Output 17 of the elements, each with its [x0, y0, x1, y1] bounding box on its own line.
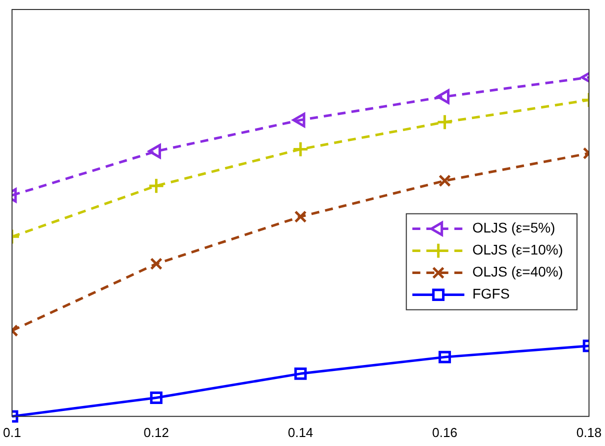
x-tick-label: 0.1	[2, 424, 22, 440]
point	[294, 367, 307, 380]
legend-label: OLJS (ε=10%)	[472, 242, 564, 258]
legend-label: FGFS	[472, 286, 510, 302]
legend-label: OLJS (ε=5%)	[472, 220, 556, 236]
legend-label: OLJS (ε=40%)	[472, 264, 564, 280]
point	[294, 210, 307, 223]
x-tick-label: 0.12	[144, 424, 169, 440]
point	[292, 112, 306, 128]
point	[150, 392, 162, 404]
point	[436, 89, 450, 104]
point	[292, 140, 309, 158]
point	[148, 178, 165, 194]
x-tick-label: 0.18	[576, 424, 602, 440]
x-tick-label: 0.16	[432, 424, 458, 440]
point	[150, 258, 162, 270]
x-tick-label: 0.14	[288, 424, 314, 440]
